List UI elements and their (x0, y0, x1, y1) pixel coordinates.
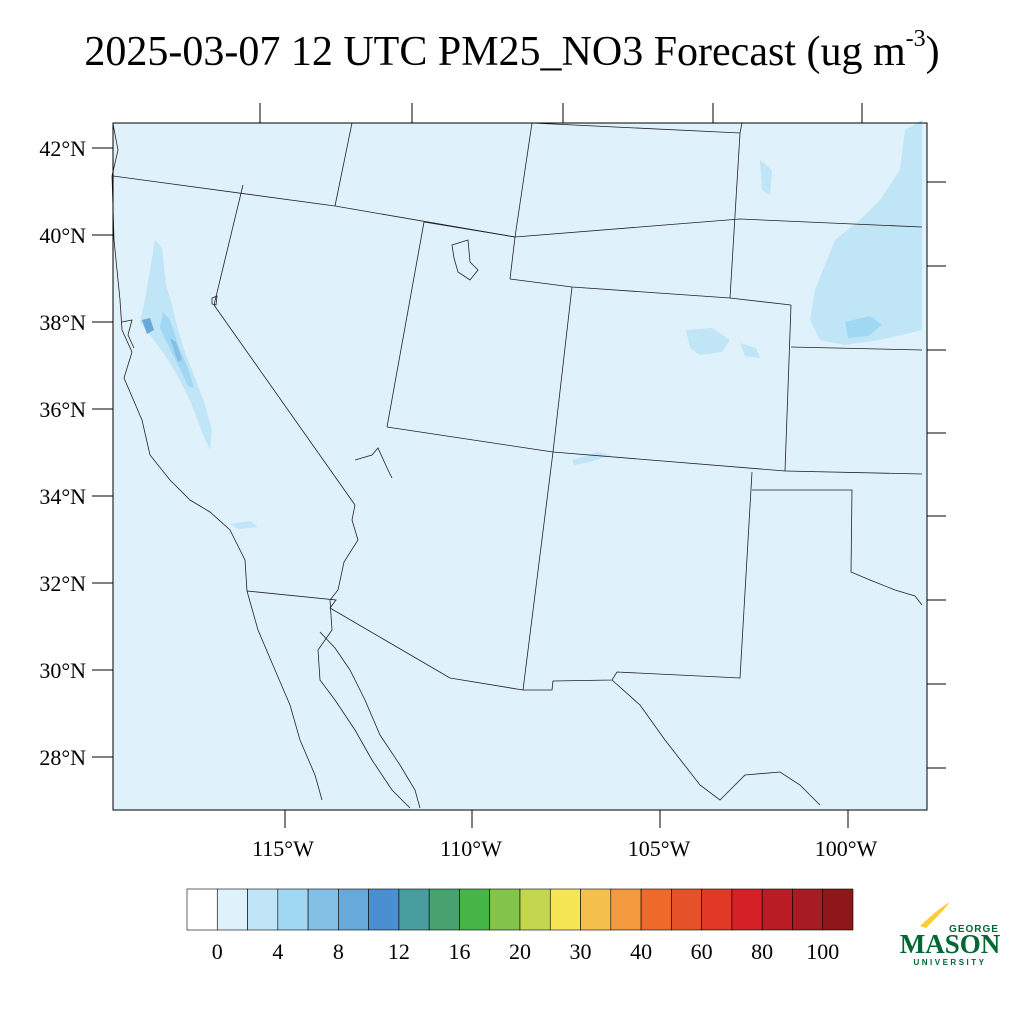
colorado-west (552, 286, 573, 453)
colorado-patch (686, 328, 730, 355)
colorbar-swatch (640, 888, 672, 931)
nevada-border (213, 184, 356, 506)
lake-tahoe (211, 295, 218, 306)
colorbar-tick-label: 80 (751, 939, 773, 964)
colorado-east (784, 304, 792, 472)
colorbar-swatch (398, 888, 430, 931)
colorbar-swatch (610, 888, 642, 931)
colorado-river (329, 504, 359, 601)
colorbar-swatch (761, 888, 793, 931)
colorbar-swatch (580, 888, 612, 931)
colorbar-swatch (247, 888, 279, 931)
nm-patch (572, 452, 610, 465)
nevada-utah-border (386, 221, 425, 428)
gmu-logo: GEORGE MASON UNIVERSITY (900, 902, 1001, 967)
title-superscript: -3 (905, 26, 926, 52)
map-frame (112, 122, 928, 811)
oklahoma-border (752, 489, 923, 606)
wyoming-south-border (509, 278, 792, 306)
colorbar-tick-label: 40 (630, 939, 652, 964)
lat-labels: 42°N 40°N 38°N 36°N 34°N 32°N 30°N 28°N (39, 136, 86, 770)
great-salt-lake (451, 239, 479, 281)
colorbar-swatch (489, 888, 521, 931)
kansas-south (784, 470, 923, 475)
lon-label: 100°W (815, 836, 878, 861)
idaho-border-west (334, 122, 353, 207)
lat-label: 34°N (39, 484, 86, 509)
utah-north-border (423, 221, 516, 280)
colorbar-swatch (428, 888, 460, 931)
lat-label: 28°N (39, 745, 86, 770)
concentration-patches (140, 120, 922, 529)
rio-grande (611, 679, 821, 806)
logo-flame-icon (920, 902, 950, 928)
colorbar-tick-label: 60 (691, 939, 713, 964)
montana-patch (760, 160, 772, 195)
logo-bottom: UNIVERSITY (913, 958, 986, 967)
plains-patch (810, 120, 922, 345)
colorbar-tick-label: 100 (806, 939, 839, 964)
sf-bay (121, 319, 135, 349)
arizona-nm-border (522, 451, 554, 691)
boundary-lines (111, 122, 923, 809)
lake-mead (354, 447, 393, 479)
nebraska-line (790, 346, 923, 351)
colorbar-swatch (549, 888, 581, 931)
colorbar-swatch (338, 888, 369, 931)
colorbar-swatch (459, 888, 491, 931)
tick-marks (92, 103, 946, 828)
baja-east-coast (319, 631, 421, 809)
colorbar-tick-label: 12 (388, 939, 410, 964)
colorbar-swatch (671, 888, 702, 931)
sierra-dark (170, 338, 182, 362)
logo-main: MASON (900, 929, 1001, 959)
colorado-core (740, 343, 760, 358)
baja-patch (230, 521, 258, 529)
colorbar-swatch (822, 888, 854, 931)
colorbar-swatch (731, 888, 763, 931)
lat-label: 30°N (39, 658, 86, 683)
colorbar-tick-label: 4 (272, 939, 283, 964)
colorbar-swatch (368, 888, 400, 931)
colorbar-tick-label: 8 (333, 939, 344, 964)
colorbar-swatch (307, 888, 339, 931)
title-close: ) (925, 29, 940, 75)
colorbar-tick-label: 30 (570, 939, 592, 964)
logo-top: GEORGE (949, 924, 999, 935)
mexico-border (246, 590, 524, 691)
lat-label: 42°N (39, 136, 86, 161)
colorbar-tick-label: 20 (509, 939, 531, 964)
map-background (113, 123, 927, 810)
title-text: 2025-03-07 12 UTC PM25_NO3 Forecast (ug … (84, 29, 906, 75)
colorbar-swatch (701, 888, 733, 931)
lat-label: 32°N (39, 571, 86, 596)
wyoming-east-border (729, 132, 741, 299)
colorbar-swatch (519, 888, 551, 931)
ca-coast (111, 123, 323, 801)
lat-label: 40°N (39, 223, 86, 248)
map-panel: 42°N 40°N 38°N 36°N 34°N 32°N 30°N 28°N … (39, 103, 946, 861)
colorbar-swatch (792, 888, 824, 931)
lon-label: 105°W (628, 836, 691, 861)
colorbar: 0 4 8 12 16 20 30 40 60 80 100 (186, 888, 854, 964)
colorbar-swatch (186, 888, 218, 931)
colorbar-swatch (277, 888, 309, 931)
colorbar-tick-label: 0 (212, 939, 223, 964)
plains-core (845, 316, 882, 338)
colorbar-tick-label: 16 (448, 939, 470, 964)
page-title: 2025-03-07 12 UTC PM25_NO3 Forecast (ug … (0, 26, 1024, 76)
lon-label: 115°W (252, 836, 314, 861)
colorbar-swatch (216, 888, 248, 931)
idaho-wyoming-border (514, 122, 533, 238)
lat-label: 38°N (39, 310, 86, 335)
lon-label: 110°W (440, 836, 502, 861)
gulf-coast (317, 599, 411, 809)
sierra-peak (142, 318, 154, 334)
lat-label: 36°N (39, 397, 86, 422)
lon-labels: 115°W 110°W 105°W 100°W (252, 836, 877, 861)
